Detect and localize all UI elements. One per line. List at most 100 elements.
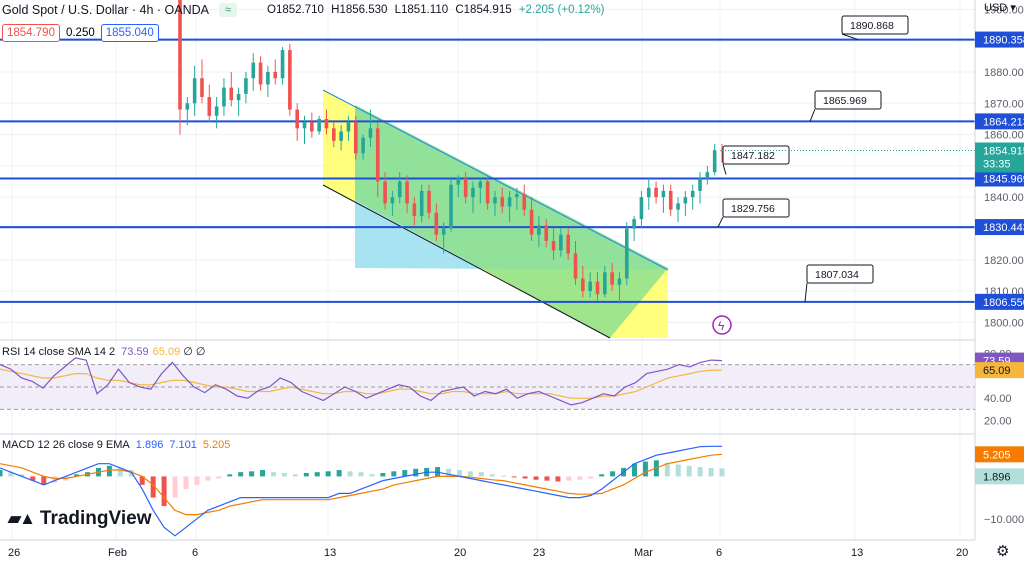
candle-body <box>375 128 380 182</box>
candle-body <box>207 97 212 116</box>
wave-icon[interactable]: ≈ <box>219 3 238 17</box>
macd-histogram-bar <box>686 465 692 477</box>
time-tick-label: 20 <box>956 547 968 559</box>
candle-body <box>515 194 519 198</box>
candle-body <box>573 253 578 279</box>
macd-hist-value: 1.896 <box>135 439 164 451</box>
current-price-tag <box>975 142 1024 173</box>
macd-histogram-bar <box>719 468 725 477</box>
candle-body <box>244 78 248 94</box>
candle-body <box>478 181 483 188</box>
ohlc-readout: O1852.710 H1856.530 L1851.110 C1854.915 … <box>267 4 608 16</box>
candle-body <box>617 278 622 285</box>
macd-histogram-bar <box>205 476 211 481</box>
macd-histogram-bar <box>708 467 714 477</box>
macd-histogram-bar <box>238 472 244 477</box>
change-value: +2.205 (+0.12%) <box>518 4 605 16</box>
rsi-legend[interactable]: RSI 14 close SMA 14 2 73.59 65.09 ∅ ∅ <box>2 345 205 358</box>
macd-histogram-bar <box>544 476 550 481</box>
macd-histogram-bar <box>19 474 25 477</box>
time-tick-label: 13 <box>851 547 863 559</box>
macd-histogram-bar <box>260 470 266 477</box>
level-price-tag-label: 1845.969 <box>983 173 1024 185</box>
level-price-tag-label: 1830.443 <box>983 222 1024 234</box>
level-price-tag <box>975 219 1024 236</box>
candle-body <box>236 93 241 101</box>
macd-histogram-bar <box>642 461 648 477</box>
macd-histogram-bar <box>74 474 80 477</box>
close-value: C1854.915 <box>455 4 512 16</box>
time-tick-label: 13 <box>324 547 336 559</box>
rsi-extra: ∅ ∅ <box>183 346 206 358</box>
time-tick-label: 6 <box>716 547 722 559</box>
candle-body <box>537 225 541 235</box>
sell-button[interactable]: 1854.790 <box>2 24 60 42</box>
macd-histogram-bar <box>675 464 681 477</box>
macd-hist-tag <box>975 468 1024 485</box>
macd-histogram-bar <box>303 473 309 477</box>
candle-body <box>507 197 512 207</box>
candle-body <box>595 281 600 295</box>
candle-body <box>434 212 439 235</box>
candle-body <box>346 122 351 132</box>
level-price-tag <box>975 113 1024 130</box>
callout-box <box>814 90 882 110</box>
macd-histogram-bar <box>500 475 506 477</box>
callout-label: 1890.868 <box>850 20 894 32</box>
candle-body <box>632 219 636 229</box>
rsi-sma-value: 65.09 <box>152 346 181 358</box>
candle-body <box>200 78 204 98</box>
price-tick-label: 1860.000 <box>984 130 1024 142</box>
candle-body <box>624 228 629 279</box>
macd-histogram-bar <box>30 476 36 481</box>
buy-button[interactable]: 1855.040 <box>100 24 159 42</box>
macd-histogram-bar <box>117 467 123 477</box>
macd-line <box>0 445 722 537</box>
candle-body <box>471 187 475 198</box>
callout-pointer <box>722 163 727 175</box>
symbol-title[interactable]: Gold Spot / U.S. Dollar · 4h · OANDA <box>2 3 210 17</box>
price-tick-label: 1800.000 <box>984 317 1024 329</box>
rsi-tick-label: 40.00 <box>984 393 1012 405</box>
level-price-tag <box>975 170 1024 187</box>
level-price-tag-label: 1864.213 <box>983 116 1024 128</box>
callout-box <box>722 198 790 218</box>
candle-body <box>588 281 592 292</box>
candle-body <box>317 118 321 132</box>
rsi-sma-tag <box>975 362 1024 379</box>
channel-green-zone <box>355 105 668 338</box>
macd-legend[interactable]: MACD 12 26 close 9 EMA 1.896 7.101 5.205 <box>2 439 230 451</box>
candle-body <box>676 203 680 210</box>
rsi-label: RSI 14 close SMA 14 2 <box>2 346 116 358</box>
level-price-tag <box>975 293 1024 310</box>
channel-lower-line <box>322 184 611 339</box>
tradingview-logo[interactable]: ▰▲ TradingView <box>8 508 151 530</box>
macd-histogram-bar <box>664 462 670 477</box>
callout-label: 1807.034 <box>815 269 859 281</box>
rsi-line <box>0 357 723 406</box>
gear-icon[interactable]: ⚙ <box>996 543 1010 560</box>
candle-body <box>456 178 461 185</box>
macd-histogram-bar <box>249 471 255 477</box>
callout-pointer <box>717 216 724 228</box>
candle-body <box>683 197 688 204</box>
candle-body <box>500 197 505 207</box>
macd-histogram-bar <box>325 471 331 477</box>
macd-hist-tag-label: 1.896 <box>983 471 1011 483</box>
callout-pointer <box>809 108 816 122</box>
high-value: H1856.530 <box>331 4 388 16</box>
candle-body <box>324 118 329 129</box>
candle-body <box>390 197 395 204</box>
macd-histogram-bar <box>216 476 222 479</box>
candle-body <box>661 190 666 198</box>
candle-body <box>383 181 387 204</box>
channel-upper-line <box>322 89 669 271</box>
macd-histogram-bar <box>446 468 452 477</box>
candle-body <box>705 172 710 179</box>
macd-histogram-bar <box>194 476 200 485</box>
candle-body <box>295 109 299 129</box>
currency-selector[interactable]: USD ▾ <box>984 2 1016 14</box>
candle-body <box>192 78 197 104</box>
candle-body <box>368 128 373 138</box>
